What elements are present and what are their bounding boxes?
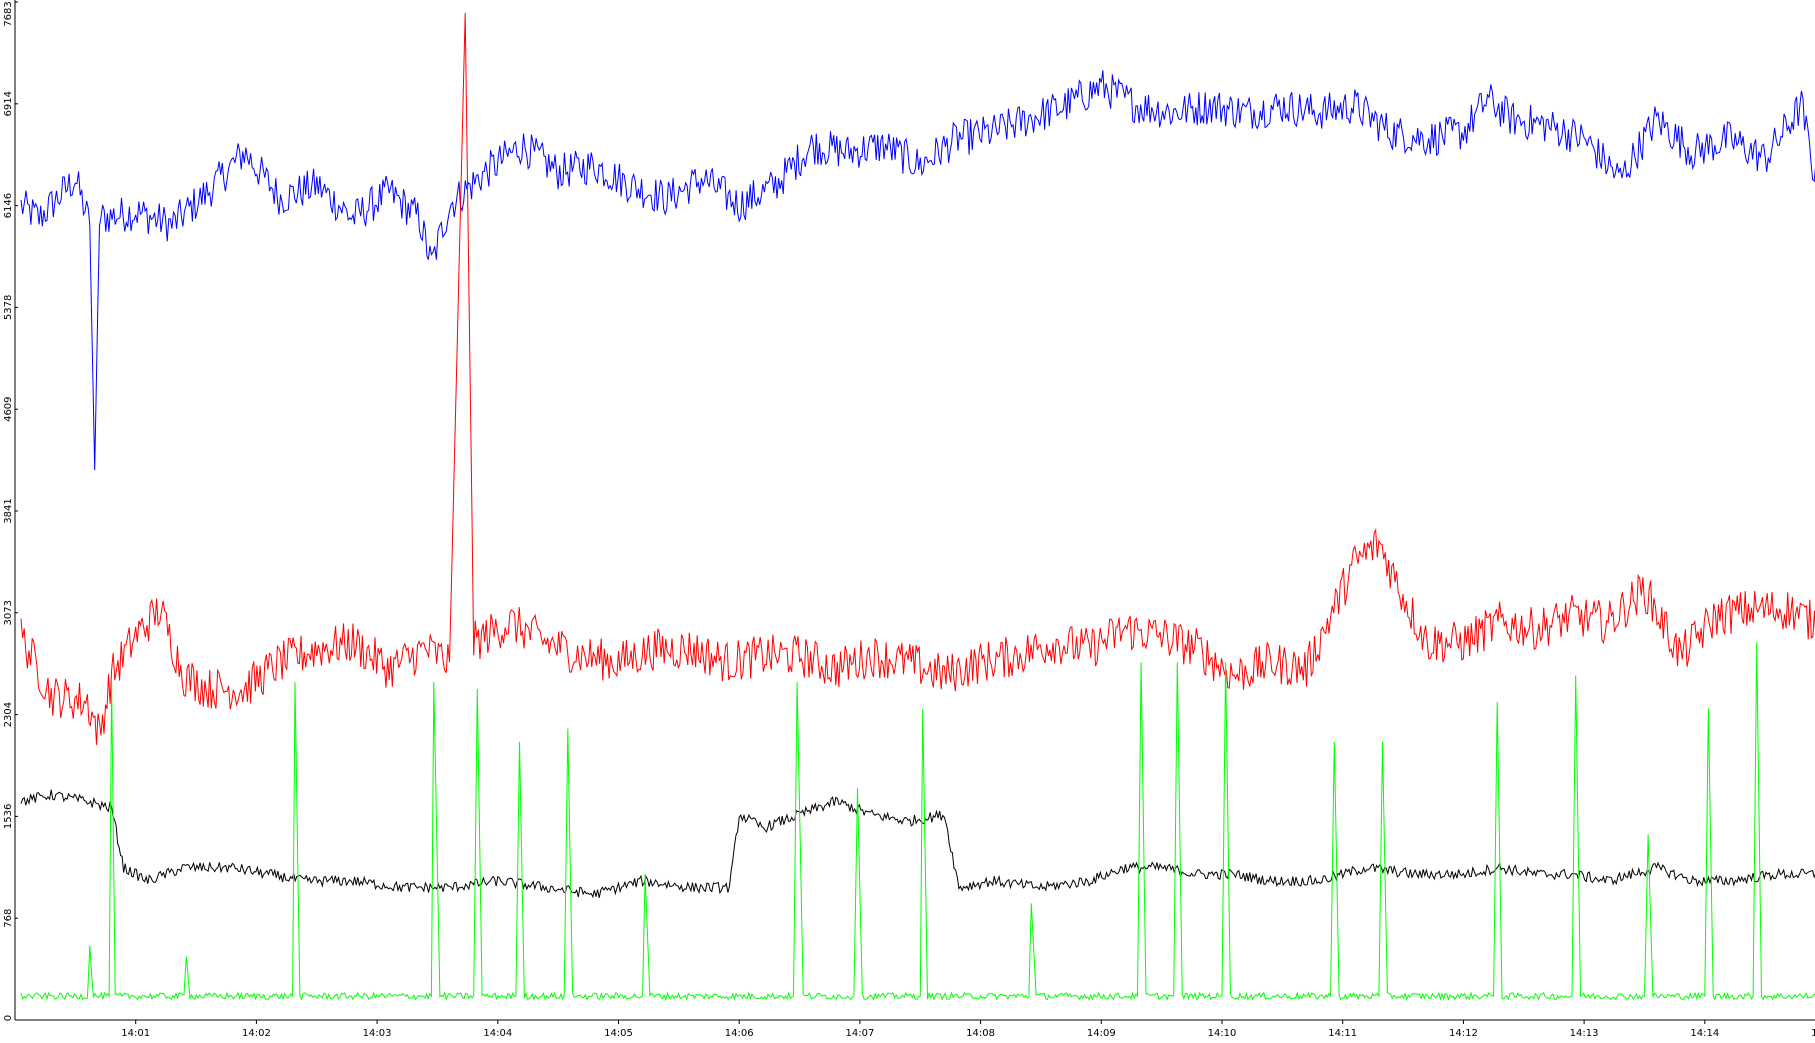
x-tick-label: 14:05 xyxy=(604,1028,633,1039)
x-tick-label: 14:09 xyxy=(1087,1028,1116,1039)
y-tick-label: 5378 xyxy=(3,295,14,320)
y-axis-ticks: 0 768 1536 2304 3073 3841 4609 5378 6146 6914 7683 xyxy=(3,1,18,1021)
x-tick-label: 14:11 xyxy=(1328,1028,1357,1039)
x-tick-label: 14:13 xyxy=(1570,1028,1599,1039)
x-tick-label: 14:03 xyxy=(363,1028,392,1039)
x-tick-label: 14:01 xyxy=(121,1028,150,1039)
series-line-3 xyxy=(20,789,1815,899)
x-tick-label: 14:10 xyxy=(1208,1028,1237,1039)
series-line-2 xyxy=(20,12,1815,745)
x-tick-label: 14:12 xyxy=(1449,1028,1478,1039)
x-axis-ticks: 14:01 14:02 14:03 14:04 14:05 14:06 14:07 14:08… xyxy=(121,1020,1815,1039)
y-tick-label: 3841 xyxy=(3,498,14,523)
y-tick-label: 4609 xyxy=(3,396,14,421)
x-tick-label: 14:15 xyxy=(1811,1028,1815,1039)
series-group xyxy=(20,12,1815,1002)
x-tick-label: 14:06 xyxy=(725,1028,754,1039)
y-tick-label: 6914 xyxy=(3,91,14,116)
y-tick-label: 0 xyxy=(3,1015,14,1021)
x-tick-label: 14:07 xyxy=(845,1028,874,1039)
x-tick-label: 14:14 xyxy=(1690,1028,1719,1039)
y-tick-label: 6146 xyxy=(3,193,14,218)
y-tick-label: 2304 xyxy=(3,702,14,727)
y-tick-label: 1536 xyxy=(3,804,14,829)
y-tick-label: 768 xyxy=(3,909,14,928)
y-tick-label: 3073 xyxy=(3,600,14,625)
y-tick-label: 7683 xyxy=(3,1,14,26)
x-tick-label: 14:02 xyxy=(242,1028,271,1039)
x-tick-label: 14:08 xyxy=(966,1028,995,1039)
x-tick-label: 14:04 xyxy=(483,1028,512,1039)
series-line-4 xyxy=(20,642,1815,1002)
series-line-1 xyxy=(20,70,1815,471)
